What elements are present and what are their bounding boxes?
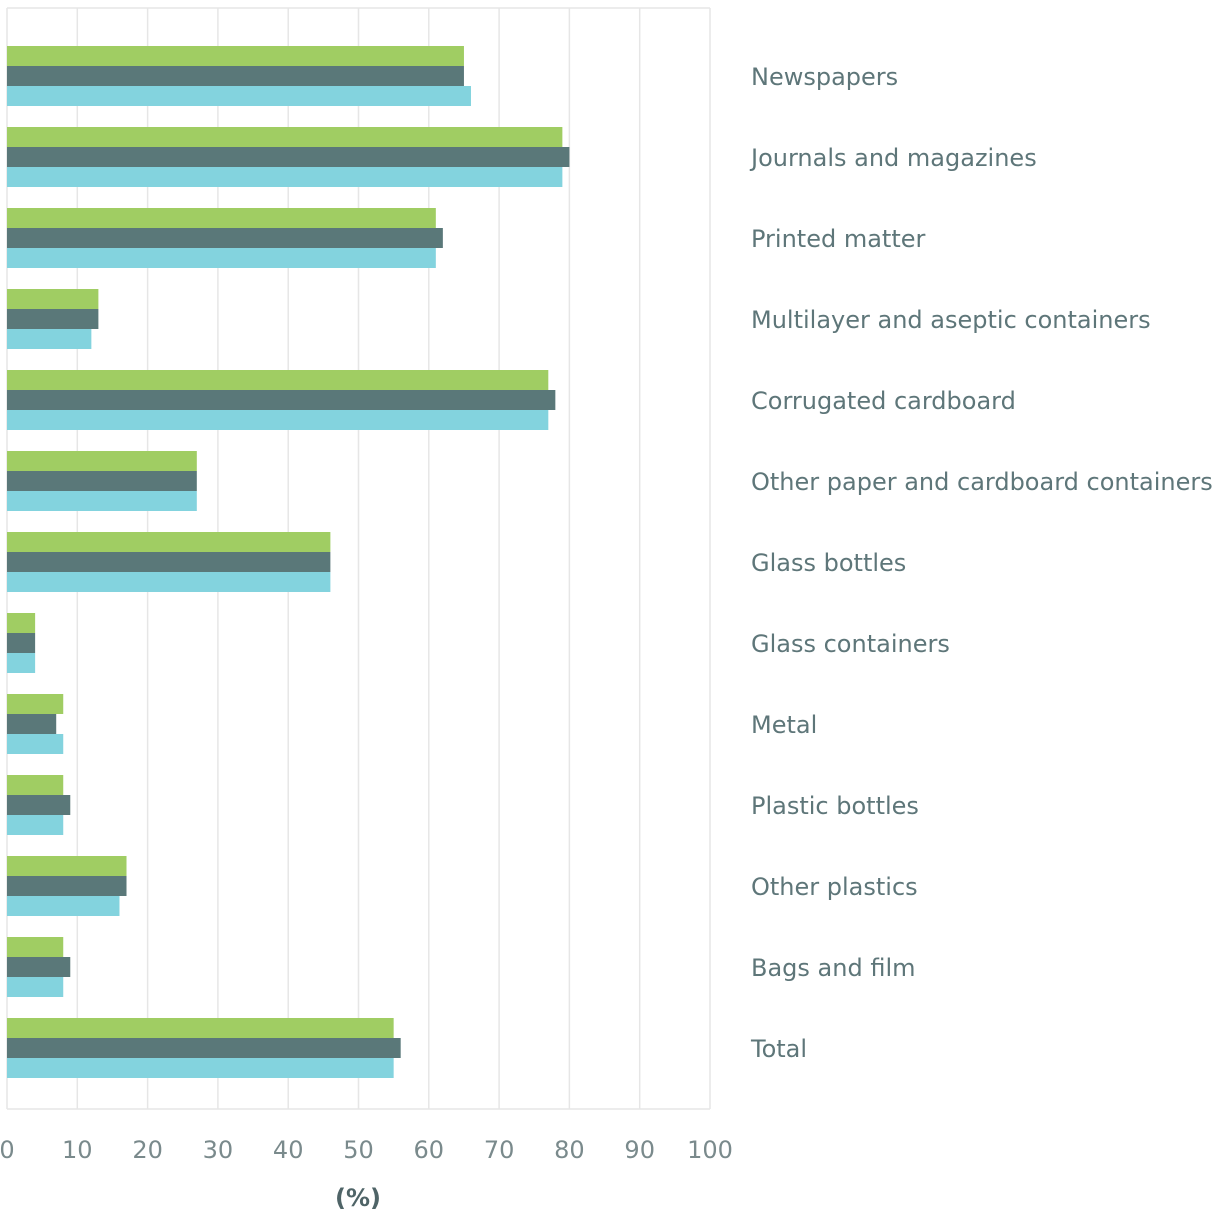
bar (7, 66, 464, 86)
category-label: Printed matter (751, 225, 926, 253)
bar (7, 228, 443, 248)
bar (7, 775, 64, 795)
category-labels: Newspapers Journals and magazines Printed … (749, 63, 1213, 1063)
x-tick-label: 80 (554, 1136, 585, 1164)
x-axis-title: (%) (335, 1184, 381, 1212)
bar (7, 309, 99, 329)
bar (7, 613, 36, 633)
bar (7, 937, 64, 957)
x-tick-label: 10 (62, 1136, 93, 1164)
bar (7, 896, 120, 916)
bar (7, 714, 57, 734)
bar (7, 167, 563, 187)
bar (7, 370, 549, 390)
bar (7, 552, 331, 572)
bar (7, 1018, 394, 1038)
x-tick-label: 40 (273, 1136, 304, 1164)
x-tick-label: 60 (414, 1136, 445, 1164)
bar (7, 572, 331, 592)
bar (7, 795, 71, 815)
category-label: Bags and film (751, 954, 915, 982)
bar (7, 1058, 394, 1078)
category-label: Other paper and cardboard containers (751, 468, 1213, 496)
bar (7, 410, 549, 430)
x-tick-label: 70 (484, 1136, 515, 1164)
bar (7, 734, 64, 754)
bar (7, 977, 64, 997)
category-label: Other plastics (751, 873, 918, 901)
category-label: Journals and magazines (749, 144, 1037, 172)
x-tick-label: 0 (0, 1136, 15, 1164)
bar (7, 694, 64, 714)
bar (7, 248, 436, 268)
category-label: Multilayer and aseptic containers (751, 306, 1151, 334)
bar (7, 127, 563, 147)
bar (7, 451, 197, 471)
bar (7, 633, 36, 653)
category-label: Corrugated cardboard (751, 387, 1016, 415)
category-label: Total (750, 1035, 807, 1063)
bar (7, 856, 127, 876)
category-label: Plastic bottles (751, 792, 919, 820)
bar (7, 390, 556, 410)
bars (7, 46, 570, 1078)
bar (7, 1038, 401, 1058)
bar (7, 876, 127, 896)
x-tick-label: 30 (203, 1136, 234, 1164)
category-label: Metal (751, 711, 817, 739)
bar (7, 957, 71, 977)
x-tick-label: 20 (132, 1136, 163, 1164)
x-tick-label: 100 (687, 1136, 733, 1164)
bar (7, 491, 197, 511)
bar (7, 653, 36, 673)
category-label: Glass containers (751, 630, 950, 658)
x-tick-label: 50 (343, 1136, 374, 1164)
bar (7, 815, 64, 835)
x-axis-ticks: 0 10 20 30 40 50 60 70 80 90 100 (0, 1136, 733, 1164)
bar (7, 86, 471, 106)
bar (7, 46, 464, 66)
bar (7, 471, 197, 491)
bar (7, 147, 570, 167)
bar (7, 329, 92, 349)
bar (7, 208, 436, 228)
x-tick-label: 90 (624, 1136, 655, 1164)
bar (7, 532, 331, 552)
category-label: Newspapers (751, 63, 898, 91)
bar (7, 289, 99, 309)
category-label: Glass bottles (751, 549, 906, 577)
